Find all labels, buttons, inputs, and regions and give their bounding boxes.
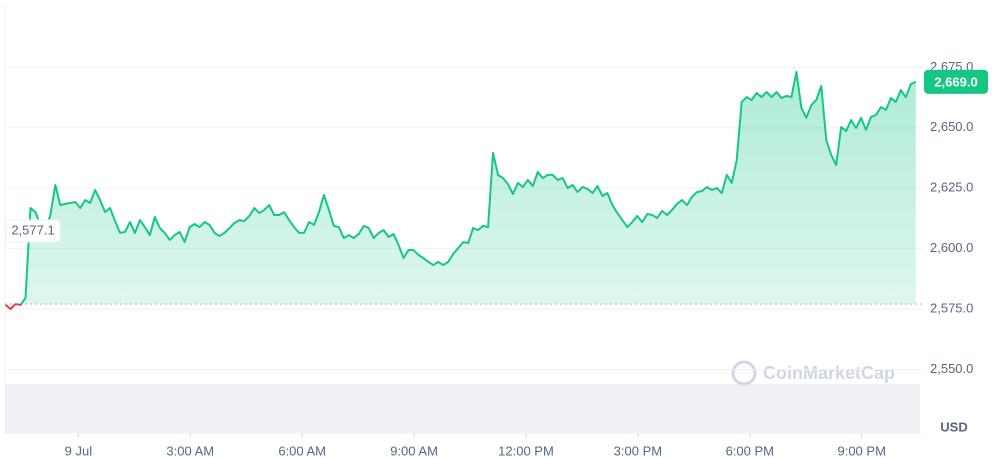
y-tick-label: 2,550.0 xyxy=(930,361,973,376)
y-tick-label: 2,600.0 xyxy=(930,240,973,255)
y-tick-label: 2,650.0 xyxy=(930,119,973,134)
watermark: CoinMarketCap xyxy=(763,363,895,383)
x-tick-label: 9 Jul xyxy=(65,443,93,458)
x-tick-label: 9:00 PM xyxy=(837,443,885,458)
watermark-logo xyxy=(731,360,757,386)
currency-label: USD xyxy=(940,419,967,434)
x-tick-label: 6:00 AM xyxy=(278,443,326,458)
price-line xyxy=(4,70,917,311)
x-tick-label: 3:00 AM xyxy=(166,443,214,458)
last-price-label: 2,669.0 xyxy=(934,74,977,89)
x-tick-label: 3:00 PM xyxy=(614,443,662,458)
area-fill xyxy=(21,71,916,304)
y-tick-label: 2,575.0 xyxy=(930,300,973,315)
x-tick-label: 12:00 PM xyxy=(498,443,554,458)
last-price-box xyxy=(924,69,988,94)
volume-band xyxy=(5,384,920,433)
reference-label-box xyxy=(5,219,61,243)
y-tick-label: 2,625.0 xyxy=(930,180,973,195)
x-tick-label: 9:00 AM xyxy=(390,443,438,458)
x-tick-label: 6:00 PM xyxy=(726,443,774,458)
reference-label: 2,577.1 xyxy=(11,222,54,237)
